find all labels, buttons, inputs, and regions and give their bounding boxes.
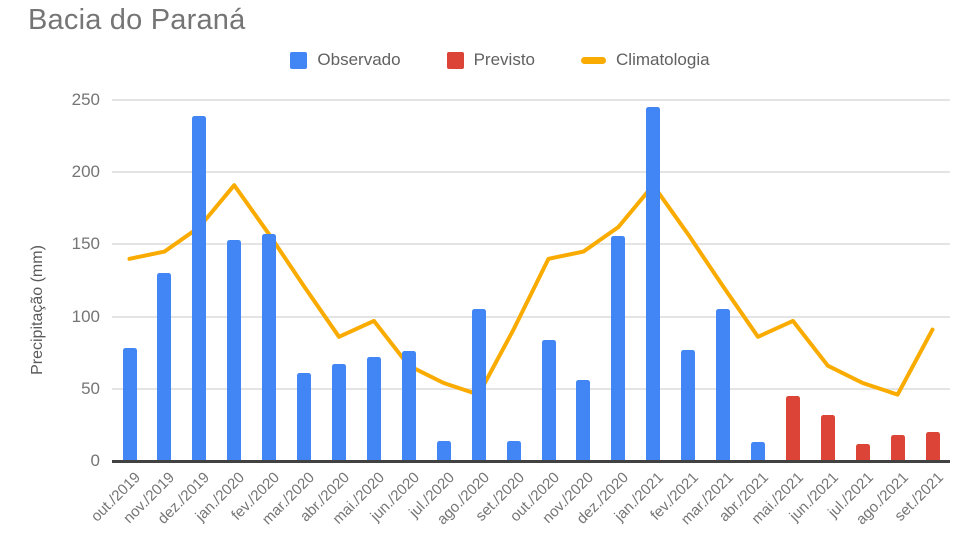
gridline-200 <box>112 171 950 174</box>
bar-previsto-mai-2021 <box>785 396 800 461</box>
legend: Observado Previsto Climatologia <box>24 50 976 70</box>
gridline-100 <box>112 315 950 318</box>
bar-observado-mar-2021 <box>716 309 730 461</box>
bar-observado-abr-2021 <box>751 442 765 461</box>
bar-observado-jul-2020 <box>436 440 451 461</box>
previsto-swatch-icon <box>446 51 464 69</box>
y-tick-label-150: 150 <box>71 234 100 254</box>
bar-previsto-set-2021 <box>925 432 940 461</box>
bar-observado-ago-2020 <box>471 309 486 461</box>
legend-label-previsto: Previsto <box>473 50 536 69</box>
bar-observado-fev-2020 <box>262 234 277 461</box>
bar-previsto-jun-2021 <box>820 414 835 461</box>
bar-previsto-jul-2021 <box>855 443 870 461</box>
bar-observado-mar-2020 <box>297 372 311 461</box>
gridline-50 <box>112 387 950 390</box>
legend-label-climatologia: Climatologia <box>616 50 710 69</box>
observado-swatch-icon <box>290 51 308 69</box>
y-tick-label-0: 0 <box>90 451 100 470</box>
legend-item-observado: Observado <box>290 50 401 70</box>
y-tick-label-50: 50 <box>81 378 100 398</box>
bar-observado-mai-2020 <box>366 357 381 461</box>
climatologia-line <box>127 183 935 397</box>
bar-observado-dez-2019 <box>192 115 207 461</box>
y-tick-label-100: 100 <box>71 306 100 326</box>
bar-observado-out-2019 <box>122 348 137 461</box>
gridline-250 <box>112 99 950 101</box>
bar-observado-dez-2020 <box>611 235 626 461</box>
y-tick-label-200: 200 <box>71 162 100 182</box>
bar-observado-jan-2020 <box>227 240 242 461</box>
legend-item-previsto: Previsto <box>446 50 536 70</box>
y-tick-label-250: 250 <box>71 90 100 109</box>
bar-observado-out-2020 <box>541 339 556 461</box>
x-axis-line <box>112 460 950 463</box>
climatologia-swatch-icon <box>581 56 607 64</box>
bar-observado-jan-2021 <box>646 107 661 461</box>
bar-observado-nov-2020 <box>576 380 591 461</box>
bar-observado-fev-2021 <box>681 349 696 461</box>
gridline-150 <box>112 243 950 246</box>
legend-item-climatologia: Climatologia <box>581 50 710 70</box>
bar-observado-jun-2020 <box>401 351 416 461</box>
legend-label-observado: Observado <box>317 50 401 69</box>
bar-observado-abr-2020 <box>332 364 346 461</box>
bar-previsto-ago-2021 <box>890 435 905 461</box>
page-title: Bacia do Paraná <box>28 4 246 36</box>
bar-observado-nov-2019 <box>157 273 172 461</box>
bar-observado-set-2020 <box>506 440 521 461</box>
